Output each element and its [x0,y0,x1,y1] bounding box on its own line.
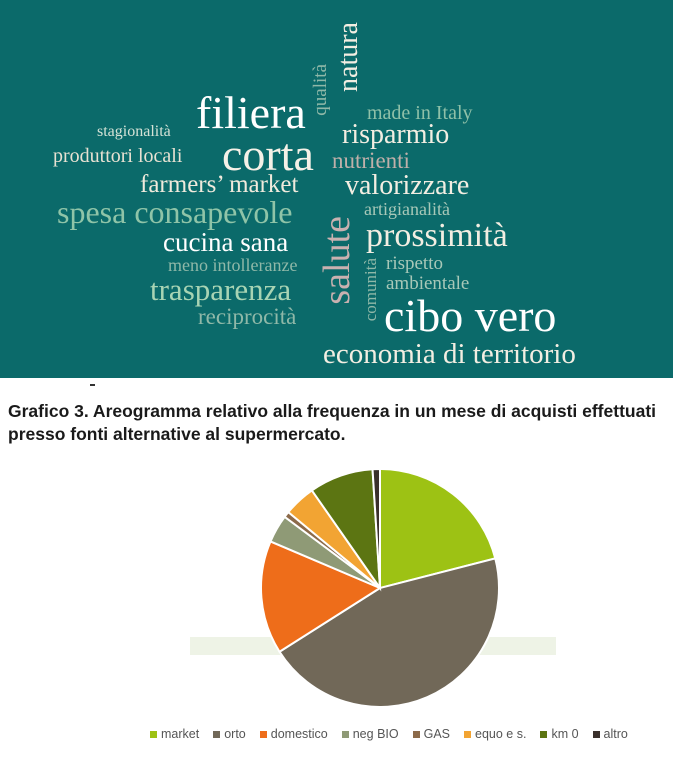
legend-swatch [150,730,157,738]
dash-mark [90,384,95,386]
word-qualita: qualità [310,64,331,116]
word-econ: economia di territorio [323,338,576,370]
pie-slice-domestico [260,540,383,654]
word-recip: reciprocità [198,304,297,329]
pie-slice-market [379,467,497,590]
word-spesa: spesa consapevole [57,194,293,230]
legend-item: equo e s. [464,727,526,741]
legend-swatch [341,730,349,738]
word-filiera: filiera [196,87,306,138]
legend-item: orto [213,727,246,741]
legend-swatch [464,730,472,738]
word-cloud: natura qualità filiera made in Italy stagion… [0,0,673,378]
word-salute: salute [316,216,358,305]
word-rispetto: rispetto [386,253,443,274]
legend-label: altro [603,727,628,741]
word-corta: corta [222,129,314,180]
legend-swatch [412,730,420,738]
legend-swatch [213,730,221,738]
word-cucina: cucina sana [163,227,289,257]
word-pross: prossimità [366,217,508,254]
pie-slice-orto [278,557,500,708]
word-artig: artigianalità [364,199,450,219]
word-natura: natura [333,22,364,92]
word-prod: produttori locali [53,145,183,167]
legend-item: market [150,727,199,741]
legend-swatch [259,730,267,738]
legend-label: GAS [423,727,451,741]
legend-item: domestico [259,727,328,741]
legend-item: neg BIO [341,727,399,741]
word-made: made in Italy [367,102,473,124]
legend-label: orto [224,727,246,741]
chart-title: Grafico 3. Areogramma relativo alla freq… [8,401,657,444]
legend-label: domestico [270,727,328,741]
legend-swatch [540,730,548,738]
word-meno: meno intolleranze [168,255,298,275]
word-farm: farmers’ market [140,171,299,198]
word-nutr: nutrienti [332,148,410,173]
legend: market orto domestico neg BIO GAS equo e s. km… [150,727,628,741]
legend-item: altro [592,727,628,741]
legend-label: km 0 [551,727,579,741]
legend-label: equo e s. [475,727,527,741]
word-risp: risparmio [342,119,450,150]
legend-label: neg BIO [352,727,399,741]
word-stag: stagionalità [97,123,171,140]
word-comun: comunità [361,258,380,322]
legend-label: market [161,727,200,741]
word-valo: valorizzare [345,170,470,201]
word-cibo: cibo vero [384,290,557,341]
word-amb: ambientale [386,273,470,294]
legend-swatch [592,730,600,738]
legend-item: km 0 [540,727,579,741]
pie-chart [260,467,500,708]
pie-slice-altro [371,467,381,589]
legend-item: GAS [412,727,451,741]
word-trasp: trasparenza [150,272,292,307]
